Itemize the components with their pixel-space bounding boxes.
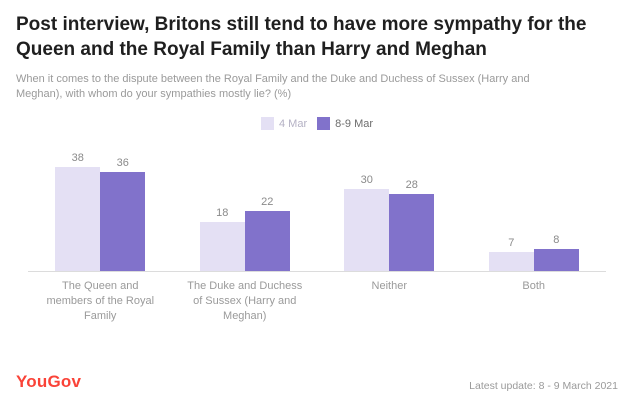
bar-group: 30 28 [317,174,462,272]
bar [55,166,101,272]
bar-column: 18 [199,206,245,272]
legend-label: 8-9 Mar [335,117,374,130]
bar-group: 18 22 [173,196,318,272]
bar [199,221,245,272]
bar [344,188,390,272]
legend: 4 Mar 8-9 Mar [16,117,618,131]
bar [100,172,146,272]
bar-column: 8 [533,234,579,272]
legend-item-4-mar: 4 Mar [260,117,308,131]
footer: YouGov Latest update: 8 - 9 March 2021 [16,372,618,392]
value-label: 38 [71,151,84,164]
page-title: Post interview, Britons still tend to ha… [16,14,587,61]
yougov-logo: YouGov [16,372,82,391]
bar [389,194,435,272]
bar [488,252,534,272]
category-labels: The Queen and members of the Royal Famil… [28,279,606,324]
category-label: The Duke and Duchess of Sussex (Harry an… [187,280,303,323]
bar-column: 28 [389,179,435,272]
value-label: 28 [405,179,418,192]
bar-column: 36 [100,157,146,272]
bar-column: 38 [55,151,101,272]
value-label: 8 [553,234,560,247]
page: Post interview, Britons still tend to ha… [16,14,618,324]
legend-swatch-4-mar [260,117,274,131]
bar-column: 30 [344,173,390,272]
bar [244,210,290,272]
value-label: 22 [261,195,274,208]
category-label: The Queen and members of the Royal Famil… [46,280,155,323]
legend-swatch-8-9-mar [317,117,331,131]
category-label: Neither [371,280,407,293]
bar-chart: 38 36 18 22 30 28 7 8 [28,140,607,273]
bar-column: 22 [244,195,290,272]
value-label: 18 [216,206,229,219]
latest-update-text: Latest update: 8 - 9 March 2021 [469,380,618,392]
value-label: 7 [508,237,515,250]
bar [533,249,579,272]
legend-label: 4 Mar [278,117,308,130]
bar-group: 38 36 [28,152,173,272]
chart-subtitle: When it comes to the dispute between the… [16,72,530,101]
legend-item-8-9-mar: 8-9 Mar [317,117,374,131]
value-label: 30 [360,173,373,186]
bar-column: 7 [488,237,534,272]
category-label: Both [522,280,546,293]
value-label: 36 [116,157,129,170]
